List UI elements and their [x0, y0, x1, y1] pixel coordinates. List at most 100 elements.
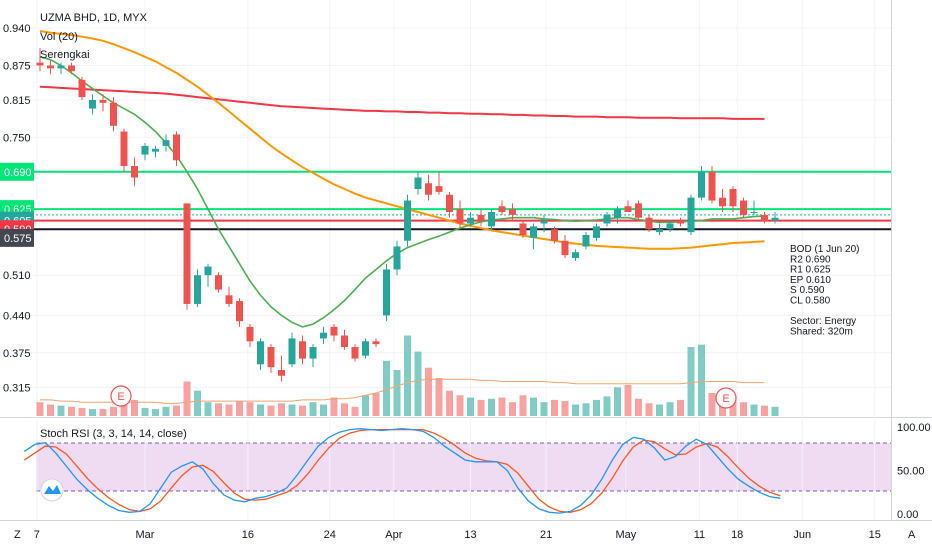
- candle: [519, 220, 527, 238]
- earnings-marker-label: E: [722, 393, 729, 405]
- volume-bar: [687, 347, 695, 416]
- earnings-circle-icon: [715, 387, 737, 409]
- earnings-circle-icon: [110, 385, 132, 407]
- candle: [162, 134, 170, 152]
- volume-bar: [624, 384, 632, 416]
- volume-bar: [120, 402, 128, 416]
- time-tick-label: Mar: [136, 529, 155, 541]
- candle: [204, 263, 212, 287]
- volume-bar: [162, 406, 170, 416]
- volume-label: Vol (20): [40, 31, 78, 43]
- candle: [47, 59, 54, 75]
- time-tick-label: 7: [34, 529, 40, 541]
- candle-body: [488, 212, 495, 227]
- candle-body: [645, 217, 653, 230]
- info-line: R1 0.625: [790, 265, 831, 276]
- candle-body: [204, 266, 212, 276]
- candle-body: [624, 206, 632, 212]
- volume-bar: [467, 397, 474, 416]
- volume-bar: [519, 395, 527, 416]
- volume-bar: [740, 402, 747, 416]
- volume-bar: [593, 399, 600, 416]
- candle: [761, 212, 768, 224]
- candle: [708, 166, 716, 204]
- candle: [36, 48, 44, 72]
- time-tick-label: 13: [464, 529, 476, 541]
- candles: [36, 48, 779, 382]
- candle-body: [414, 177, 422, 190]
- candle-body: [750, 212, 758, 213]
- volume-bar: [582, 403, 590, 416]
- candle: [372, 338, 380, 348]
- candle-body: [435, 186, 443, 192]
- volume-bar: [173, 405, 180, 416]
- candle: [246, 324, 254, 348]
- candle-body: [719, 197, 726, 207]
- candle-body: [729, 189, 737, 207]
- tradingview-logo-icon[interactable]: [40, 478, 64, 502]
- volume-bar: [194, 390, 201, 416]
- volume-bar: [257, 404, 264, 416]
- candle-body: [572, 252, 579, 258]
- time-axis-labels: 7 Mar 16 24 Apr 13 21 May 11 18 Jun 15: [34, 529, 881, 541]
- candle: [467, 212, 474, 227]
- time-tick-label: 21: [540, 529, 552, 541]
- stoch-tick-label: 50.00: [897, 466, 925, 478]
- stoch-label: Stoch RSI (3, 3, 14, 14, close): [40, 428, 187, 440]
- timezone-button[interactable]: Z: [14, 529, 21, 541]
- candle-body: [519, 223, 527, 235]
- candle: [687, 194, 695, 235]
- candle-body: [603, 214, 611, 224]
- price-tag: 0.690: [0, 162, 34, 181]
- volume-bar: [68, 406, 75, 416]
- price-tag-label: 0.575: [4, 233, 32, 245]
- candle: [194, 269, 201, 307]
- volume-bar: [225, 404, 233, 416]
- volume-bar: [498, 397, 506, 416]
- candle: [225, 286, 233, 307]
- volume-bar: [435, 378, 443, 416]
- time-tick-label: 16: [242, 529, 254, 541]
- stoch-tick-label: 0.00: [897, 509, 918, 521]
- candle-body: [509, 209, 516, 215]
- candle-body: [173, 134, 180, 161]
- volume-bar: [530, 397, 537, 416]
- earnings-marker-1[interactable]: E: [110, 385, 132, 407]
- info-line: EP 0.610: [790, 275, 831, 286]
- candle: [645, 214, 653, 233]
- candle-body: [89, 99, 96, 109]
- stoch-d-line: [23, 428, 781, 513]
- candle-body: [152, 148, 159, 152]
- candle: [299, 335, 306, 365]
- volume-bar: [309, 402, 317, 416]
- candle: [488, 209, 495, 230]
- candle: [771, 212, 779, 224]
- volume-bar: [36, 402, 44, 416]
- volume-bar: [645, 403, 653, 416]
- candle: [152, 145, 159, 158]
- price-tick-label: 0.440: [3, 310, 31, 322]
- candle-body: [708, 171, 716, 201]
- price-tag-label: 0.690: [4, 167, 32, 179]
- volume-bar: [656, 404, 663, 416]
- volume-bar: [183, 381, 191, 416]
- auto-scale-button[interactable]: A: [908, 529, 916, 541]
- indicator-label: Serengkai: [40, 49, 90, 61]
- candle: [666, 220, 674, 233]
- stoch-rsi-lines: [23, 428, 781, 514]
- earnings-marker-2[interactable]: E: [715, 387, 737, 409]
- volume-bar: [729, 397, 737, 416]
- candle-body: [68, 65, 75, 72]
- volume-bar: [666, 402, 674, 416]
- candle-body: [498, 206, 506, 212]
- info-line: Shared: 320m: [790, 326, 853, 337]
- volume-bar: [78, 407, 86, 416]
- info-line: Sector: Energy: [790, 316, 856, 327]
- candle-body: [183, 203, 191, 304]
- candle: [582, 232, 590, 250]
- volume-bar: [57, 405, 65, 416]
- candle-body: [582, 234, 590, 247]
